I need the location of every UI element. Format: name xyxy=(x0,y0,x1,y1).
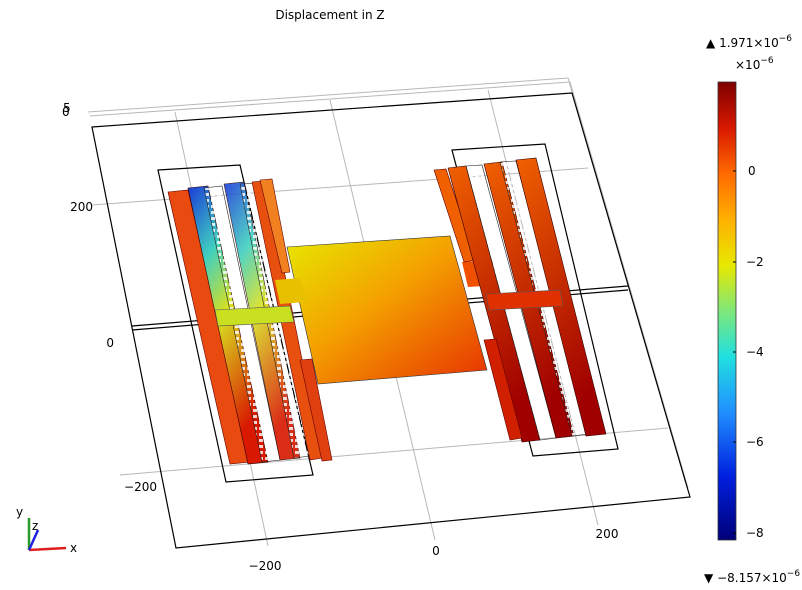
plot-title: Displacement in Z xyxy=(275,8,384,22)
viewport: Displacement in Z 0 5 2 xyxy=(0,0,802,590)
x-tick-label: 200 xyxy=(596,527,619,541)
proof-mass xyxy=(287,236,487,384)
colorbar-tick-label: −4 xyxy=(746,345,764,359)
max-marker: ▲ xyxy=(706,36,716,50)
x-tick-label: 0 xyxy=(432,544,440,558)
triad-label: x xyxy=(70,541,77,555)
colorbar-tick-label: −8 xyxy=(746,526,764,540)
colorbar-tick-label: −6 xyxy=(746,435,764,449)
max-exponent: −6 xyxy=(779,34,793,44)
triad-label: z xyxy=(32,519,38,533)
y-tick-label: −200 xyxy=(124,480,157,494)
y-tick-label: 0 xyxy=(106,336,114,350)
colorbar-scale: ×10−6 xyxy=(735,56,774,72)
y-tick-label: 200 xyxy=(70,200,93,214)
axis-triad: y z x xyxy=(16,505,77,555)
scale-exponent: −6 xyxy=(760,56,774,66)
min-exponent: −6 xyxy=(787,569,801,579)
min-value: −8.157×10 xyxy=(717,571,787,585)
triad-label: y xyxy=(16,505,23,519)
x-tick-label: −200 xyxy=(249,559,282,573)
colorbar xyxy=(718,82,736,540)
colorbar-max: ▲ 1.971×10−6 xyxy=(706,34,792,50)
colorbar-ticks: 0 −2 −4 −6 −8 xyxy=(733,164,764,540)
colorbar-min: ▼ −8.157×10−6 xyxy=(704,569,800,585)
scale-base: ×10 xyxy=(735,58,760,72)
colorbar-tick-label: −2 xyxy=(746,255,764,269)
min-marker: ▼ xyxy=(704,571,714,585)
z-tick-label: 5 xyxy=(63,101,71,115)
max-value: 1.971×10 xyxy=(719,36,779,50)
colorbar-tick-label: 0 xyxy=(748,164,756,178)
